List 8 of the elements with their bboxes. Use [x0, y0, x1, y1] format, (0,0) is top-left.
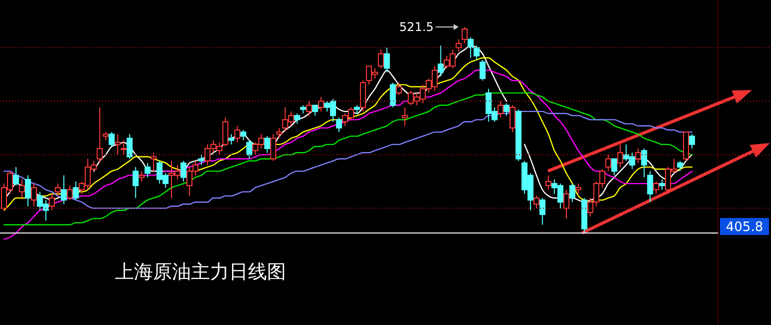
- text: 上海原油主力日线图: [115, 261, 286, 283]
- text: 405.8: [726, 220, 764, 235]
- candlestick: [114, 134, 121, 156]
- candlestick: [647, 170, 654, 203]
- candlestick: [563, 189, 570, 220]
- candlestick: [384, 47, 390, 73]
- candlestick: [402, 106, 408, 126]
- annotation: 521.5: [399, 20, 434, 34]
